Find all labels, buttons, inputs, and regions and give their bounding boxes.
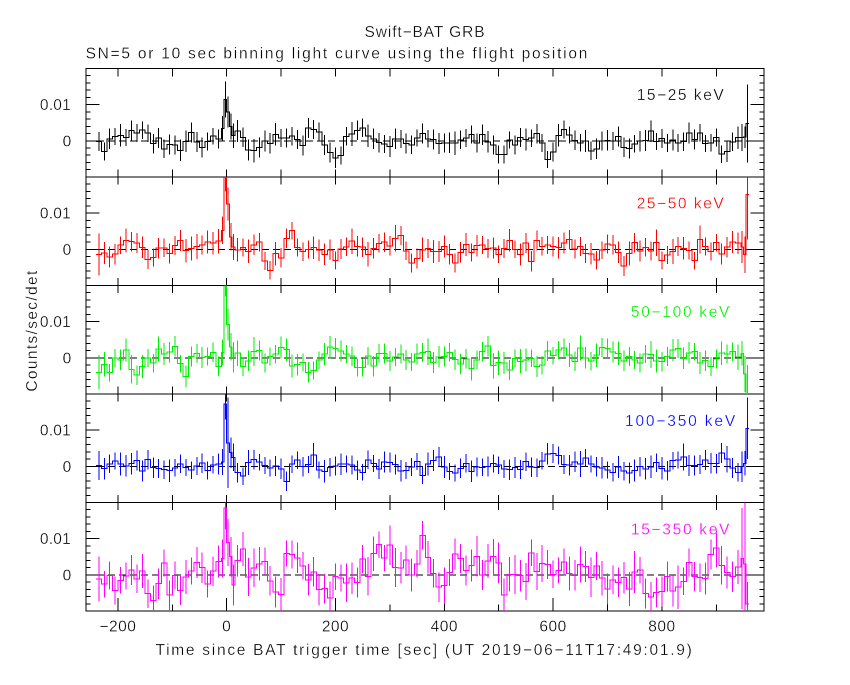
- svg-text:200: 200: [322, 618, 349, 635]
- svg-text:0: 0: [63, 242, 72, 259]
- svg-text:800: 800: [648, 618, 675, 635]
- svg-text:400: 400: [431, 618, 458, 635]
- svg-text:0.01: 0.01: [40, 97, 71, 114]
- svg-text:0: 0: [63, 567, 72, 584]
- svg-text:0.01: 0.01: [40, 531, 71, 548]
- svg-text:600: 600: [539, 618, 566, 635]
- svg-text:0: 0: [63, 133, 72, 150]
- svg-text:Swift−BAT GRB: Swift−BAT GRB: [365, 24, 486, 41]
- svg-text:0.01: 0.01: [40, 423, 71, 440]
- svg-text:0: 0: [222, 618, 231, 635]
- svg-text:15−350 keV: 15−350 keV: [631, 521, 731, 538]
- svg-text:SN=5 or 10 sec binning light c: SN=5 or 10 sec binning light curve using…: [86, 45, 590, 62]
- svg-text:Counts/sec/det: Counts/sec/det: [24, 269, 41, 391]
- svg-text:50−100 keV: 50−100 keV: [631, 304, 731, 321]
- svg-text:25−50 keV: 25−50 keV: [637, 196, 726, 213]
- svg-text:0.01: 0.01: [40, 314, 71, 331]
- svg-text:100−350 keV: 100−350 keV: [625, 413, 737, 430]
- svg-text:−200: −200: [99, 618, 136, 635]
- svg-text:0: 0: [63, 350, 72, 367]
- svg-text:15−25 keV: 15−25 keV: [637, 87, 726, 104]
- svg-text:Time since BAT trigger time [s: Time since BAT trigger time [sec] (UT 20…: [155, 642, 693, 659]
- svg-text:0: 0: [63, 459, 72, 476]
- svg-text:0.01: 0.01: [40, 206, 71, 223]
